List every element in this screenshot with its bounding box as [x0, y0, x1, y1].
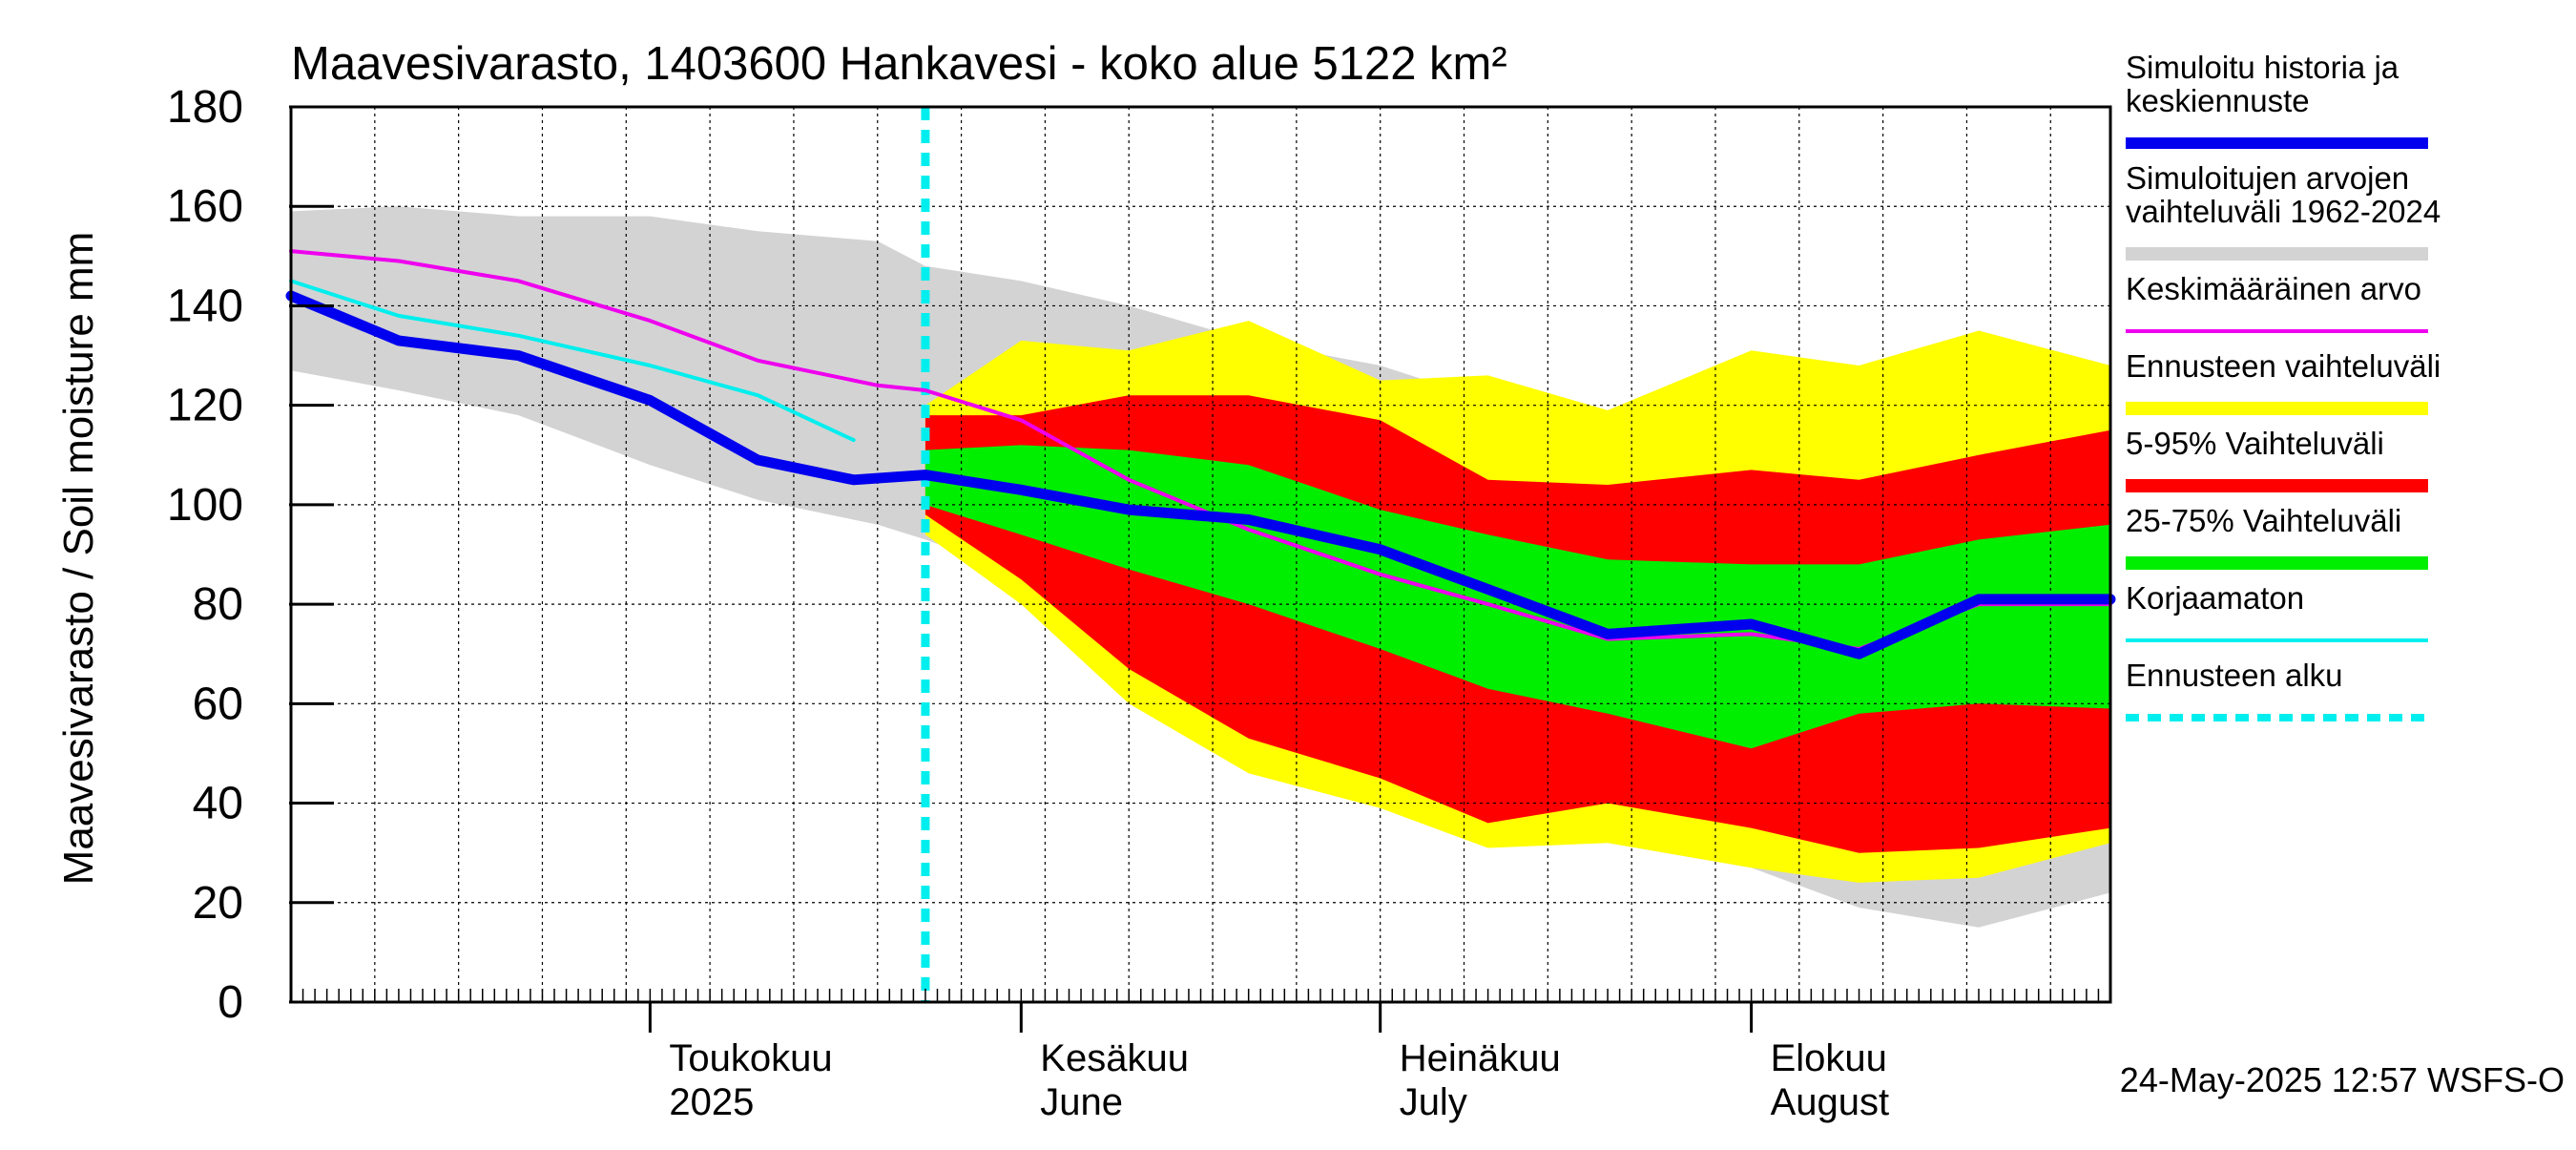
y-tick-label: 60: [193, 679, 243, 729]
legend-label: vaihteluväli 1962-2024: [2126, 194, 2441, 229]
x-month-label: Kesäkuu: [1040, 1037, 1189, 1079]
line-layer: [285, 107, 2116, 1002]
y-tick-label: 180: [167, 82, 243, 133]
y-tick-label: 40: [193, 779, 243, 829]
line-simuloitu-historia-ja-keskiennuste: [285, 290, 2116, 659]
y-tick-label: 160: [167, 181, 243, 232]
x-month-sublabel: June: [1040, 1081, 1123, 1123]
legend-label: Simuloitu historia ja: [2126, 50, 2399, 85]
legend-label: Ennusteen vaihteluväli: [2126, 348, 2441, 384]
chart-title: Maavesivarasto, 1403600 Hankavesi - koko…: [291, 38, 1507, 90]
legend-label: keskiennuste: [2126, 83, 2310, 118]
line-korjaamaton: [289, 279, 856, 443]
legend-label: Korjaamaton: [2126, 580, 2304, 616]
band-layer: [291, 206, 2110, 928]
y-tick-label: 140: [167, 281, 243, 331]
legend-label: Keskimääräinen arvo: [2126, 271, 2421, 306]
x-month-label: Elokuu: [1771, 1037, 1887, 1079]
y-tick-label: 20: [193, 878, 243, 929]
y-tick-label: 120: [167, 381, 243, 431]
y-tick-label: 0: [218, 977, 243, 1028]
y-axis-label: Maavesivarasto / Soil moisture mm: [55, 232, 102, 886]
y-tick-label: 100: [167, 480, 243, 531]
y-tick-label: 80: [193, 579, 243, 630]
x-month-sublabel: August: [1771, 1081, 1890, 1123]
legend-label: Simuloitujen arvojen: [2126, 160, 2409, 196]
text-layer: Maavesivarasto, 1403600 Hankavesi - koko…: [55, 38, 2565, 1123]
x-month-sublabel: July: [1400, 1081, 1467, 1123]
axes-layer: [289, 105, 2112, 1033]
legend-label: Ennusteen alku: [2126, 658, 2343, 693]
footer-timestamp: 24-May-2025 12:57 WSFS-O: [2120, 1060, 2565, 1099]
x-month-label: Toukokuu: [669, 1037, 832, 1079]
x-month-sublabel: 2025: [669, 1081, 754, 1123]
legend-label: 25-75% Vaihteluväli: [2126, 503, 2401, 538]
legend-label: 5-95% Vaihteluväli: [2126, 426, 2384, 461]
x-month-label: Heinäkuu: [1400, 1037, 1561, 1079]
